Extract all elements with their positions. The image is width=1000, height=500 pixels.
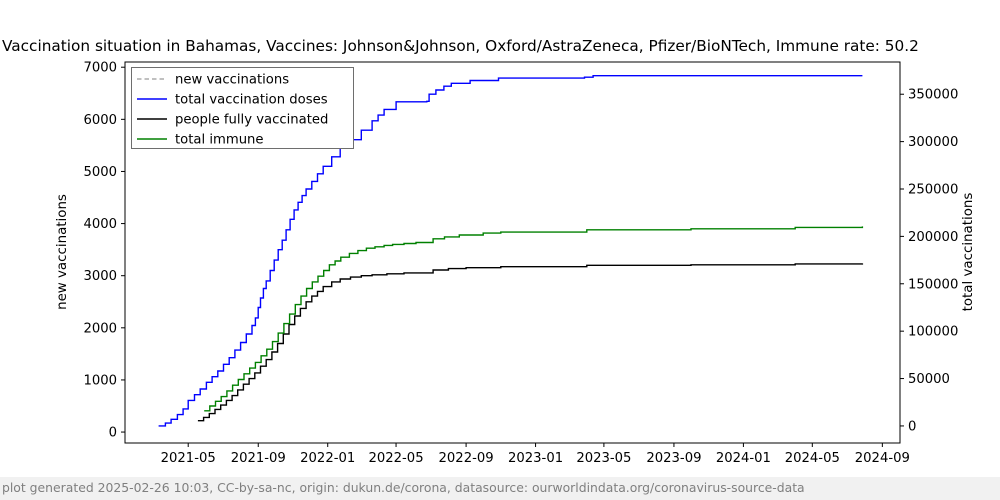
x-tick-label: 2022-01 (300, 451, 355, 466)
y-left-tick-label: 2000 (83, 321, 117, 336)
legend-label-fully-vaccinated: people fully vaccinated (175, 113, 328, 128)
y-left-tick-label: 3000 (83, 269, 117, 284)
x-tick-label: 2022-09 (439, 451, 494, 466)
series-line-total-vaccination-doses (158, 74, 863, 427)
plot-border (124, 61, 901, 444)
x-tick-label: 2021-09 (231, 451, 286, 466)
legend-label-total-doses: total vaccination doses (175, 93, 328, 108)
y-right-tick-label: 300000 (908, 135, 958, 150)
series-lines (158, 74, 864, 427)
x-tick-label: 2023-01 (508, 451, 563, 466)
y-left-tick-label: 1000 (83, 373, 117, 388)
footer-credit-text: plot generated 2025-02-26 10:03, CC-by-s… (2, 480, 805, 495)
x-axis-ticks: 2021-05 2021-09 2022-01 2022-05 2022-09 2023-… (161, 443, 910, 466)
left-axis-label: new vaccinations (55, 194, 70, 310)
y-left-tick-label: 4000 (83, 217, 117, 232)
x-tick-label: 2021-05 (161, 451, 216, 466)
legend-label-new-vaccinations: new vaccinations (175, 73, 289, 88)
y-left-tick-label: 6000 (83, 113, 117, 128)
y-left-tick-label: 5000 (83, 165, 117, 180)
x-tick-label: 2023-09 (646, 451, 701, 466)
y-axis-right-ticks: 0 50000 100000 150000 200000 250000 300000 3500… (900, 88, 958, 434)
y-right-tick-label: 200000 (908, 230, 958, 245)
y-axis-left-ticks: 0 1000 2000 3000 4000 5000 6000 7000 (83, 61, 125, 441)
y-right-tick-label: 50000 (908, 372, 950, 387)
y-right-tick-label: 250000 (908, 183, 958, 198)
y-left-tick-label: 0 (109, 426, 117, 441)
right-axis-label: total vaccinations (961, 193, 976, 312)
y-left-tick-label: 7000 (83, 61, 117, 76)
chart-title: Vaccination situation in Bahamas, Vaccin… (2, 37, 919, 55)
x-tick-label: 2023-05 (576, 451, 631, 466)
series-line-people-fully-vaccinated (197, 263, 864, 422)
x-tick-label: 2024-09 (855, 451, 910, 466)
footer-strip (0, 477, 1000, 500)
x-tick-label: 2024-05 (785, 451, 840, 466)
legend: new vaccinations total vaccination doses… (131, 67, 354, 149)
legend-label-total-immune: total immune (175, 133, 264, 148)
y-right-tick-label: 150000 (908, 277, 958, 292)
y-right-tick-label: 100000 (908, 325, 958, 340)
y-right-tick-label: 0 (908, 419, 916, 434)
y-right-tick-label: 350000 (908, 88, 958, 103)
x-tick-label: 2024-01 (716, 451, 771, 466)
legend-box (131, 67, 354, 149)
x-tick-label: 2022-05 (368, 451, 423, 466)
series-line-total-immune (204, 226, 864, 412)
